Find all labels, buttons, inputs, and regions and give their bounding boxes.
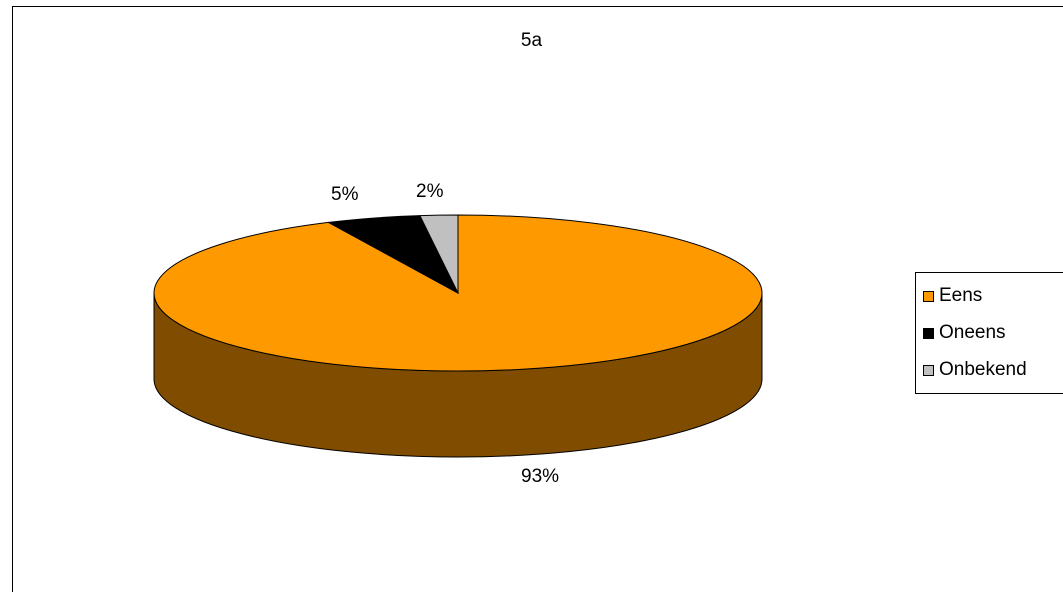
- legend-item-onbekend: Onbekend: [923, 357, 1027, 383]
- legend-item-eens: Eens: [923, 283, 982, 309]
- pie-slice-onbekend: [419, 214, 459, 294]
- legend-label-oneens: Oneens: [939, 322, 1006, 343]
- legend-label-onbekend: Onbekend: [939, 359, 1027, 380]
- legend-item-oneens: Oneens: [923, 320, 1006, 346]
- legend-swatch-oneens: [923, 327, 934, 339]
- legend-swatch-eens: [923, 290, 934, 302]
- data-label-onbekend: 2%: [416, 181, 444, 202]
- data-label-eens: 93%: [521, 466, 560, 487]
- chart-legend: Eens Oneens Onbekend: [915, 272, 1063, 394]
- data-label-oneens: 5%: [331, 184, 359, 205]
- legend-label-eens: Eens: [939, 285, 983, 306]
- legend-swatch-onbekend: [923, 364, 934, 376]
- chart-title: 5a: [520, 30, 543, 51]
